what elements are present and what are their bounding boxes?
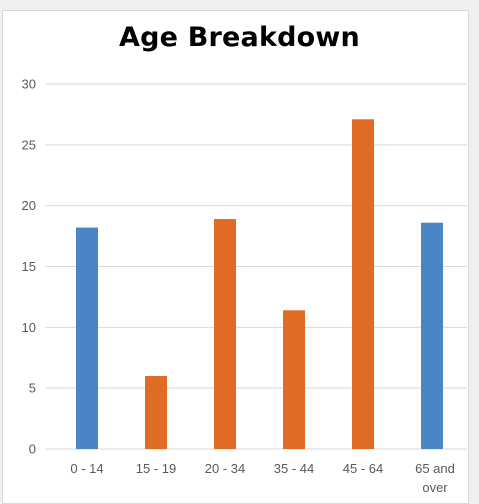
y-tick-label: 30 xyxy=(22,77,36,92)
bar xyxy=(76,227,98,449)
y-tick-label: 0 xyxy=(29,442,36,457)
x-tick-label: 20 - 34 xyxy=(205,461,245,476)
bar xyxy=(283,310,305,449)
bar xyxy=(421,222,443,449)
y-axis-ticks: 0 5 10 15 20 25 30 xyxy=(22,77,36,457)
gridlines xyxy=(45,83,467,450)
y-tick-label: 15 xyxy=(22,259,36,274)
y-tick-label: 10 xyxy=(22,320,36,335)
y-tick-label: 20 xyxy=(22,198,36,213)
y-tick-label: 25 xyxy=(22,137,36,152)
x-tick-label: 0 - 14 xyxy=(70,461,103,476)
x-tick-label: 45 - 64 xyxy=(343,461,383,476)
x-tick-label: 35 - 44 xyxy=(274,461,314,476)
bar xyxy=(352,119,374,450)
bar xyxy=(214,219,236,449)
x-tick-label: 15 - 19 xyxy=(136,461,176,476)
x-tick-label: 65 and over xyxy=(415,461,455,495)
x-axis-labels: 0 - 14 15 - 19 20 - 34 35 - 44 45 - 64 65 and… xyxy=(70,461,455,495)
y-tick-label: 5 xyxy=(29,381,36,396)
bars xyxy=(76,119,443,450)
bar xyxy=(145,376,167,449)
chart-title: Age Breakdown xyxy=(119,22,360,53)
